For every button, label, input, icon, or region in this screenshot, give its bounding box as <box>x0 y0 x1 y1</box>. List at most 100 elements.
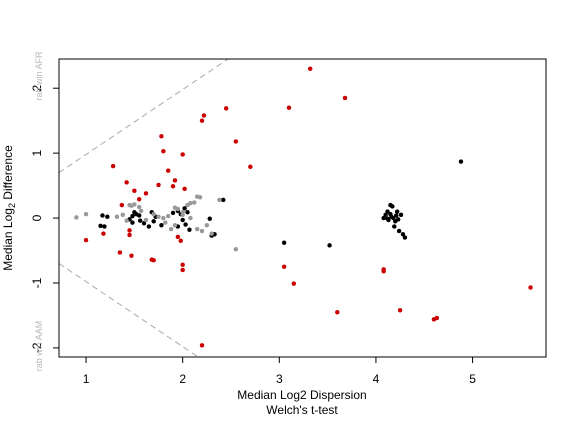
data-point <box>307 66 313 71</box>
y-axis-title: Median Log2 Difference <box>1 145 17 271</box>
data-point <box>291 281 297 286</box>
x-tick-label: 4 <box>373 372 380 386</box>
data-point <box>127 232 132 238</box>
data-point <box>381 269 386 274</box>
data-point <box>281 240 287 245</box>
data-point <box>392 224 397 229</box>
data-point <box>129 253 134 258</box>
x-tick-label: 2 <box>179 372 186 386</box>
data-point <box>393 213 399 218</box>
data-point <box>151 211 156 217</box>
data-point <box>165 213 171 219</box>
data-point <box>180 209 185 215</box>
x-axis-subtitle: Welch's t-test <box>266 403 338 417</box>
data-point <box>180 262 185 268</box>
data-point <box>83 237 89 243</box>
data-point <box>209 231 214 236</box>
data-point <box>156 214 161 220</box>
data-point <box>130 213 135 219</box>
data-point <box>105 214 110 220</box>
data-point <box>180 152 185 157</box>
data-point <box>180 217 185 223</box>
data-point <box>383 212 388 218</box>
data-point <box>100 213 105 218</box>
data-point <box>136 213 142 218</box>
data-point <box>187 227 192 232</box>
y-tick-label: 0 <box>30 214 44 221</box>
data-point <box>248 164 253 170</box>
y-tick-label: -2 <box>30 342 44 353</box>
data-point <box>172 205 178 210</box>
data-point <box>178 238 183 244</box>
data-point <box>124 218 129 223</box>
data-point <box>180 267 185 273</box>
upper-guide-line <box>59 59 229 174</box>
data-point <box>327 243 332 248</box>
data-point <box>168 226 174 232</box>
x-tick-label: 1 <box>83 372 90 386</box>
data-point <box>83 211 89 217</box>
data-point <box>188 200 193 206</box>
x-tick-label: 5 <box>469 372 476 386</box>
data-point <box>151 258 156 263</box>
data-point <box>172 222 178 228</box>
data-point <box>385 209 390 214</box>
data-point <box>143 191 149 196</box>
data-point <box>281 264 287 270</box>
upper-margin-label: rab win AFR <box>34 51 44 101</box>
x-axis: 1 2 3 4 5 <box>83 357 476 386</box>
data-point <box>98 223 103 229</box>
data-point <box>74 215 79 220</box>
data-point <box>183 222 188 227</box>
data-point <box>207 216 212 221</box>
data-point <box>138 208 144 214</box>
data-point <box>136 196 142 202</box>
data-point <box>390 204 395 209</box>
data-point <box>137 218 143 223</box>
data-point <box>117 250 123 255</box>
data-point <box>170 184 176 189</box>
data-point <box>221 197 226 203</box>
data-point <box>127 228 132 233</box>
data-point <box>400 232 406 237</box>
data-point <box>199 343 205 348</box>
data-point <box>156 182 161 188</box>
plot-frame <box>58 58 547 358</box>
y-tick-label: 1 <box>30 149 44 156</box>
data-point <box>170 210 176 216</box>
data-point <box>136 204 142 210</box>
data-point <box>192 200 197 205</box>
data-point <box>182 206 187 211</box>
y-axis-title-subscript: 2 <box>7 203 17 208</box>
data-point <box>199 228 205 234</box>
data-point <box>204 222 210 228</box>
data-point <box>120 212 126 218</box>
data-point <box>110 163 116 169</box>
data-point <box>101 231 106 236</box>
y-tick-label: -1 <box>30 277 44 288</box>
data-point <box>396 228 402 234</box>
y-tick-label: 2 <box>30 85 44 92</box>
data-point <box>402 235 408 240</box>
data-point <box>182 186 187 192</box>
data-point <box>394 209 400 214</box>
data-points <box>74 66 533 348</box>
data-point <box>197 195 203 200</box>
y-axis: -2 -1 0 1 2 <box>30 85 59 353</box>
y-axis-title-prefix: Median Log <box>1 208 15 271</box>
lower-margin-label: rab win AAM <box>34 321 44 372</box>
data-point <box>398 212 404 218</box>
data-point <box>143 217 149 223</box>
data-point <box>102 224 107 229</box>
data-point <box>172 178 178 183</box>
data-point <box>159 222 164 228</box>
data-point <box>114 214 120 220</box>
data-point <box>141 221 147 226</box>
data-point <box>194 226 200 232</box>
data-point <box>165 168 171 173</box>
data-point <box>175 234 181 240</box>
data-point <box>132 188 137 194</box>
x-tick-label: 3 <box>276 372 283 386</box>
data-point <box>146 224 152 229</box>
data-point <box>185 209 190 215</box>
